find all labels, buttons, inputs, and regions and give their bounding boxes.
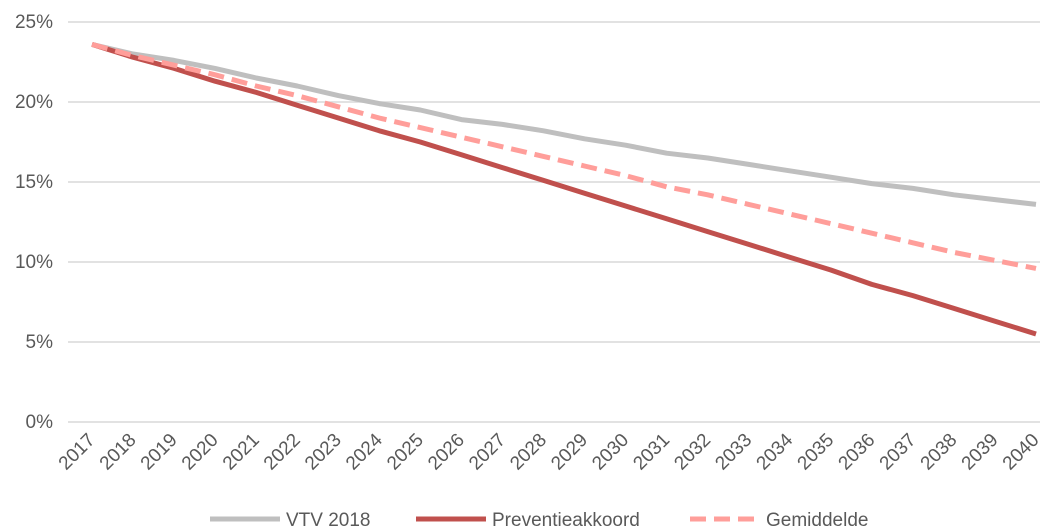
x-tick-label: 2023 [301,430,346,475]
y-tick-label: 25% [15,12,53,33]
x-tick-label: 2033 [711,430,756,475]
legend-label: Gemiddelde [766,510,868,527]
x-tick-label: 2028 [506,430,551,475]
x-tick-label: 2024 [342,429,387,474]
x-tick-label: 2029 [547,430,592,475]
y-tick-label: 15% [15,172,53,193]
series-line-preventieakkoord [91,42,1037,337]
x-tick-label: 2025 [383,430,428,475]
x-tick-label: 2030 [588,430,633,475]
series-line-vtv-2018 [91,41,1037,207]
series-line-gemiddelde [91,41,1037,271]
x-axis-ticks: 2017201820192020202120222023202420252026… [55,429,1044,474]
legend-label: Preventieakkoord [492,510,640,527]
x-tick-label: 2032 [670,430,715,475]
x-tick-label: 2022 [260,430,305,475]
x-tick-label: 2039 [958,430,1003,475]
x-tick-label: 2040 [999,430,1044,475]
x-tick-label: 2038 [917,430,962,475]
x-tick-label: 2020 [178,430,223,475]
y-tick-label: 0% [26,412,54,433]
gridlines [68,21,1040,423]
x-tick-label: 2021 [219,430,264,475]
x-tick-label: 2027 [465,430,510,475]
x-tick-label: 2019 [137,430,182,475]
x-tick-label: 2017 [55,430,100,475]
x-tick-label: 2037 [876,430,921,475]
x-tick-label: 2031 [629,430,674,475]
legend: VTV 2018 Preventieakkoord Gemiddelde [210,510,868,527]
x-tick-label: 2034 [753,429,798,474]
x-tick-label: 2026 [424,430,469,475]
y-tick-label: 20% [15,92,53,113]
series-lines [91,41,1037,337]
legend-label: VTV 2018 [286,510,371,527]
y-tick-label: 10% [15,252,53,273]
x-tick-label: 2035 [794,430,839,475]
y-tick-label: 5% [26,332,54,353]
x-tick-label: 2036 [835,430,880,475]
y-axis-ticks: 0% 5% 10% 15% 20% 25% [15,12,53,433]
x-tick-label: 2018 [96,430,141,475]
